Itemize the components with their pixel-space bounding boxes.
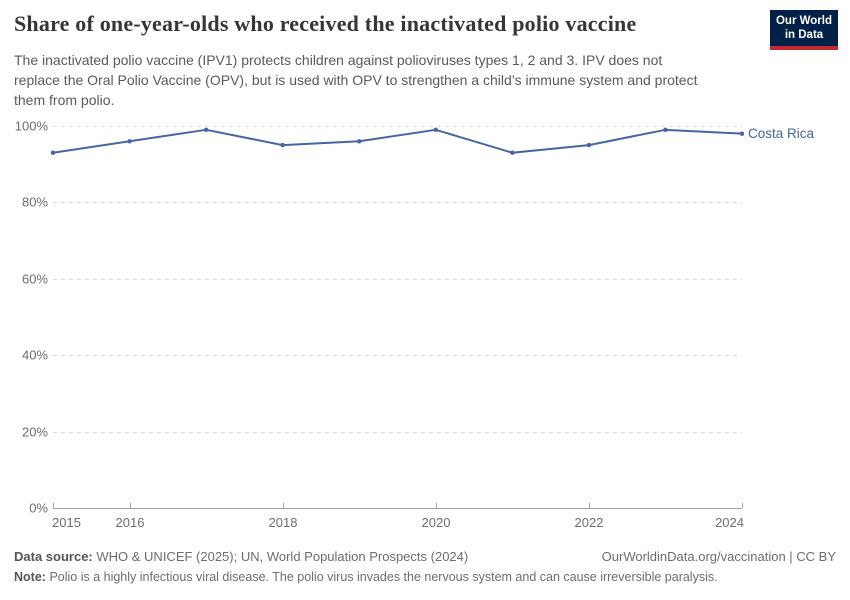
subtitle-line: them from polio. [14,92,115,108]
y-axis-tick-label: 80% [22,195,48,210]
x-axis-tick-label: 2018 [269,515,298,530]
data-point-costa-rica-2018[interactable] [280,142,285,148]
subtitle-line: replace the Oral Polio Vaccine (OPV), bu… [14,72,698,88]
data-point-costa-rica-2017[interactable] [203,127,209,133]
note: Note: Polio is a highly infectious viral… [14,568,836,587]
x-axis-tick-label: 2016 [116,515,145,530]
y-axis-tick-label: 20% [22,425,48,440]
data-source: Data source: WHO & UNICEF (2025); UN, Wo… [14,547,468,566]
chart-footer: Data source: WHO & UNICEF (2025); UN, Wo… [14,547,836,587]
owid-logo[interactable]: Our World in Data [770,10,838,50]
data-point-costa-rica-2015[interactable] [50,150,56,155]
data-source-label: Data source: [14,549,93,564]
x-axis-tick-label: 2024 [715,515,744,530]
chart-subtitle: The inactivated polio vaccine (IPV1) pro… [14,50,774,110]
subtitle-line: The inactivated polio vaccine (IPV1) pro… [14,52,663,68]
data-point-costa-rica-2016[interactable] [127,139,132,144]
data-point-costa-rica-2019[interactable] [357,139,362,144]
y-axis-tick-label: 40% [22,348,48,363]
series-line-costa-rica[interactable] [52,128,743,154]
owid-logo-line2: in Data [784,28,824,41]
data-point-costa-rica-2021[interactable] [510,150,515,155]
note-text: Polio is a highly infectious viral disea… [49,570,718,584]
note-label: Note: [14,570,46,584]
page-title: Share of one-year-olds who received the … [14,11,637,36]
x-axis-tick-label: 2015 [52,515,81,530]
y-axis-tick-label: 60% [22,272,48,287]
data-point-costa-rica-2020[interactable] [433,127,438,133]
series-label-costa-rica[interactable]: Costa Rica [748,126,815,141]
data-point-costa-rica-2022[interactable] [586,142,592,148]
x-axis-tick-label: 2022 [575,515,604,530]
x-axis-tick-label: 2020 [422,515,451,530]
owid-logo-line1: Our World [775,15,832,27]
data-point-costa-rica-2023[interactable] [663,127,668,133]
data-point-costa-rica-2024[interactable] [739,131,745,136]
y-axis-tick-label: 0% [29,501,48,516]
data-source-text: WHO & UNICEF (2025); UN, World Populatio… [96,549,469,564]
owid-url-link[interactable]: OurWorldinData.org/vaccination | CC BY [601,549,836,564]
y-axis-tick-label: 100% [15,119,49,134]
